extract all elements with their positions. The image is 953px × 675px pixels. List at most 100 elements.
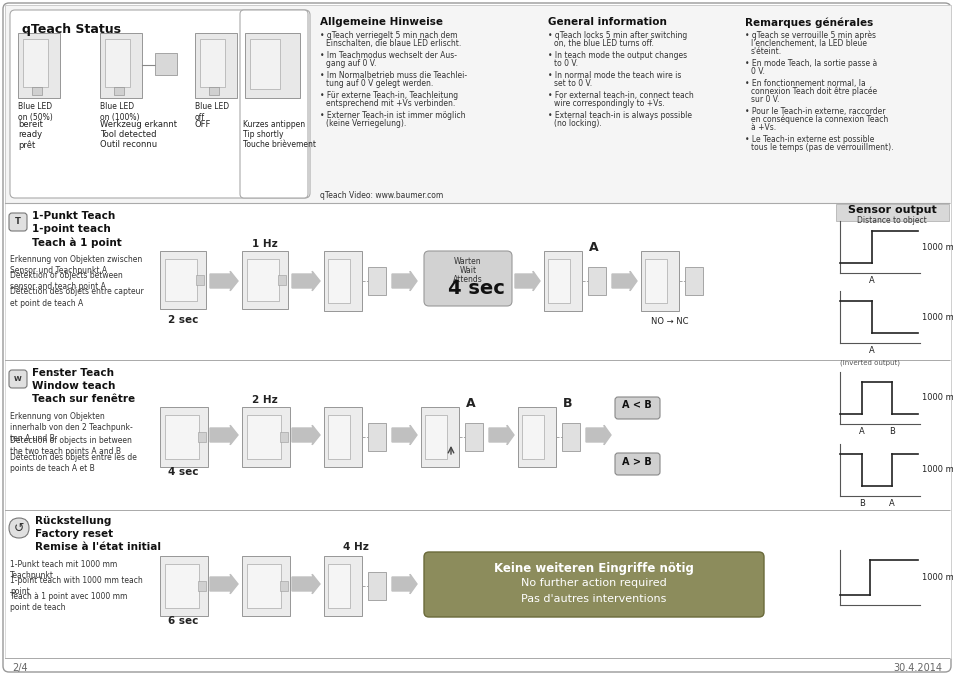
Text: A: A	[888, 499, 894, 508]
Text: 1000 mm: 1000 mm	[921, 394, 953, 402]
FancyArrow shape	[392, 271, 416, 291]
Bar	[242, 407, 290, 467]
Bar	[640, 251, 679, 311]
FancyBboxPatch shape	[3, 3, 950, 672]
Text: 1000 mm: 1000 mm	[921, 466, 953, 475]
Bar	[521, 415, 543, 459]
FancyArrow shape	[585, 425, 610, 445]
FancyArrow shape	[489, 425, 514, 445]
Bar	[424, 415, 447, 459]
Text: Allgemeine Hinweise: Allgemeine Hinweise	[319, 17, 442, 27]
Text: OFF: OFF	[194, 120, 212, 129]
Text: Outil reconnu: Outil reconnu	[100, 140, 157, 149]
Bar	[245, 33, 299, 98]
Text: Tool detected: Tool detected	[100, 130, 156, 139]
Bar	[5, 360, 950, 510]
Text: No further action required: No further action required	[520, 578, 666, 588]
Text: ready: ready	[18, 130, 42, 139]
Text: (inverted output): (inverted output)	[840, 359, 899, 365]
FancyBboxPatch shape	[9, 518, 29, 538]
FancyArrow shape	[392, 425, 416, 445]
Text: • Externer Teach-in ist immer möglich: • Externer Teach-in ist immer möglich	[319, 111, 465, 120]
Text: • qTeach verriegelt 5 min nach dem: • qTeach verriegelt 5 min nach dem	[319, 31, 457, 40]
Text: T: T	[15, 217, 21, 227]
Bar	[198, 432, 206, 442]
Bar	[328, 259, 350, 303]
Bar	[23, 39, 48, 87]
Bar	[160, 407, 208, 467]
Bar	[420, 407, 458, 467]
Text: NO → NC: NO → NC	[650, 317, 688, 326]
Text: qTeach Status: qTeach Status	[22, 23, 121, 36]
Bar	[835, 204, 948, 221]
Text: en conséquence la connexion Teach: en conséquence la connexion Teach	[750, 115, 887, 124]
Bar	[644, 259, 666, 303]
Text: 30.4.2014: 30.4.2014	[892, 663, 941, 673]
Text: ↺: ↺	[13, 522, 24, 535]
FancyBboxPatch shape	[615, 397, 659, 419]
Text: tous le temps (pas de verrouillment).: tous le temps (pas de verrouillment).	[750, 143, 893, 152]
Text: Remarques générales: Remarques générales	[744, 17, 872, 28]
FancyBboxPatch shape	[9, 370, 27, 388]
Bar	[242, 251, 288, 309]
Text: Blue LED
off: Blue LED off	[194, 102, 229, 122]
Bar	[324, 251, 361, 311]
Text: Erkennung von Objekten zwischen
Sensor und Teachpunkt A: Erkennung von Objekten zwischen Sensor u…	[10, 255, 142, 275]
Text: Remise à l'état initial: Remise à l'état initial	[35, 542, 161, 552]
Text: • qTeach locks 5 min after switching: • qTeach locks 5 min after switching	[547, 31, 686, 40]
Text: Werkzeug erkannt: Werkzeug erkannt	[100, 120, 177, 129]
FancyBboxPatch shape	[423, 552, 763, 617]
FancyBboxPatch shape	[240, 10, 308, 198]
Text: A < B: A < B	[621, 400, 651, 410]
FancyArrow shape	[392, 574, 416, 594]
Bar	[195, 275, 204, 285]
FancyArrow shape	[292, 574, 319, 594]
Text: • qTeach se verrouille 5 min après: • qTeach se verrouille 5 min après	[744, 31, 875, 40]
Bar	[517, 407, 556, 467]
FancyArrow shape	[210, 425, 237, 445]
Bar	[368, 423, 386, 451]
Bar	[247, 415, 281, 459]
Text: • Für externe Teach-in, Teachleitung: • Für externe Teach-in, Teachleitung	[319, 91, 457, 100]
FancyArrow shape	[210, 271, 237, 291]
Bar	[165, 259, 196, 301]
Text: A > B: A > B	[621, 457, 651, 467]
Text: Touche brièvement: Touche brièvement	[243, 140, 315, 149]
Bar	[165, 564, 199, 608]
Text: 2 sec: 2 sec	[168, 315, 198, 325]
Text: (no locking).: (no locking).	[554, 119, 601, 128]
Text: (keine Verriegelung).: (keine Verriegelung).	[326, 119, 406, 128]
Text: Teach à 1 point avec 1000 mm
point de teach: Teach à 1 point avec 1000 mm point de te…	[10, 592, 128, 612]
Bar	[684, 267, 702, 295]
Text: wire correspondingly to +Vs.: wire correspondingly to +Vs.	[554, 99, 664, 108]
Text: • For external teach-in, connect teach: • For external teach-in, connect teach	[547, 91, 693, 100]
Text: gang auf 0 V.: gang auf 0 V.	[326, 59, 376, 68]
Text: • En fonctionnement normal, la: • En fonctionnement normal, la	[744, 79, 864, 88]
FancyArrow shape	[292, 425, 319, 445]
Bar	[324, 556, 361, 616]
Text: Window teach: Window teach	[32, 381, 115, 391]
FancyArrow shape	[612, 271, 637, 291]
Bar	[242, 556, 290, 616]
Bar	[247, 564, 281, 608]
Text: l'enclenchement, la LED bleue: l'enclenchement, la LED bleue	[750, 39, 866, 48]
Bar	[194, 33, 236, 98]
Bar	[209, 87, 219, 95]
Text: • Pour le Teach-in externe, raccorder: • Pour le Teach-in externe, raccorder	[744, 107, 884, 116]
FancyArrow shape	[210, 574, 237, 594]
Bar	[200, 39, 225, 87]
Text: Détection des objets entre capteur
et point de teach A: Détection des objets entre capteur et po…	[10, 287, 144, 308]
Text: 1-Punkt Teach: 1-Punkt Teach	[32, 211, 115, 221]
FancyBboxPatch shape	[615, 453, 659, 475]
Bar	[368, 267, 386, 295]
Bar	[5, 5, 950, 203]
Text: tung auf 0 V gelegt werden.: tung auf 0 V gelegt werden.	[326, 79, 433, 88]
Text: Wait: Wait	[459, 266, 476, 275]
Text: Pas d'autres interventions: Pas d'autres interventions	[520, 594, 666, 604]
FancyBboxPatch shape	[10, 10, 310, 198]
Text: Detection of objects in between
the two teach points A and B: Detection of objects in between the two …	[10, 436, 132, 456]
Text: Keine weiteren Eingriffe nötig: Keine weiteren Eingriffe nötig	[494, 562, 693, 575]
Text: Detektion of objects between
sensor and teach point A: Detektion of objects between sensor and …	[10, 271, 123, 291]
Bar	[160, 251, 206, 309]
Bar	[280, 432, 288, 442]
